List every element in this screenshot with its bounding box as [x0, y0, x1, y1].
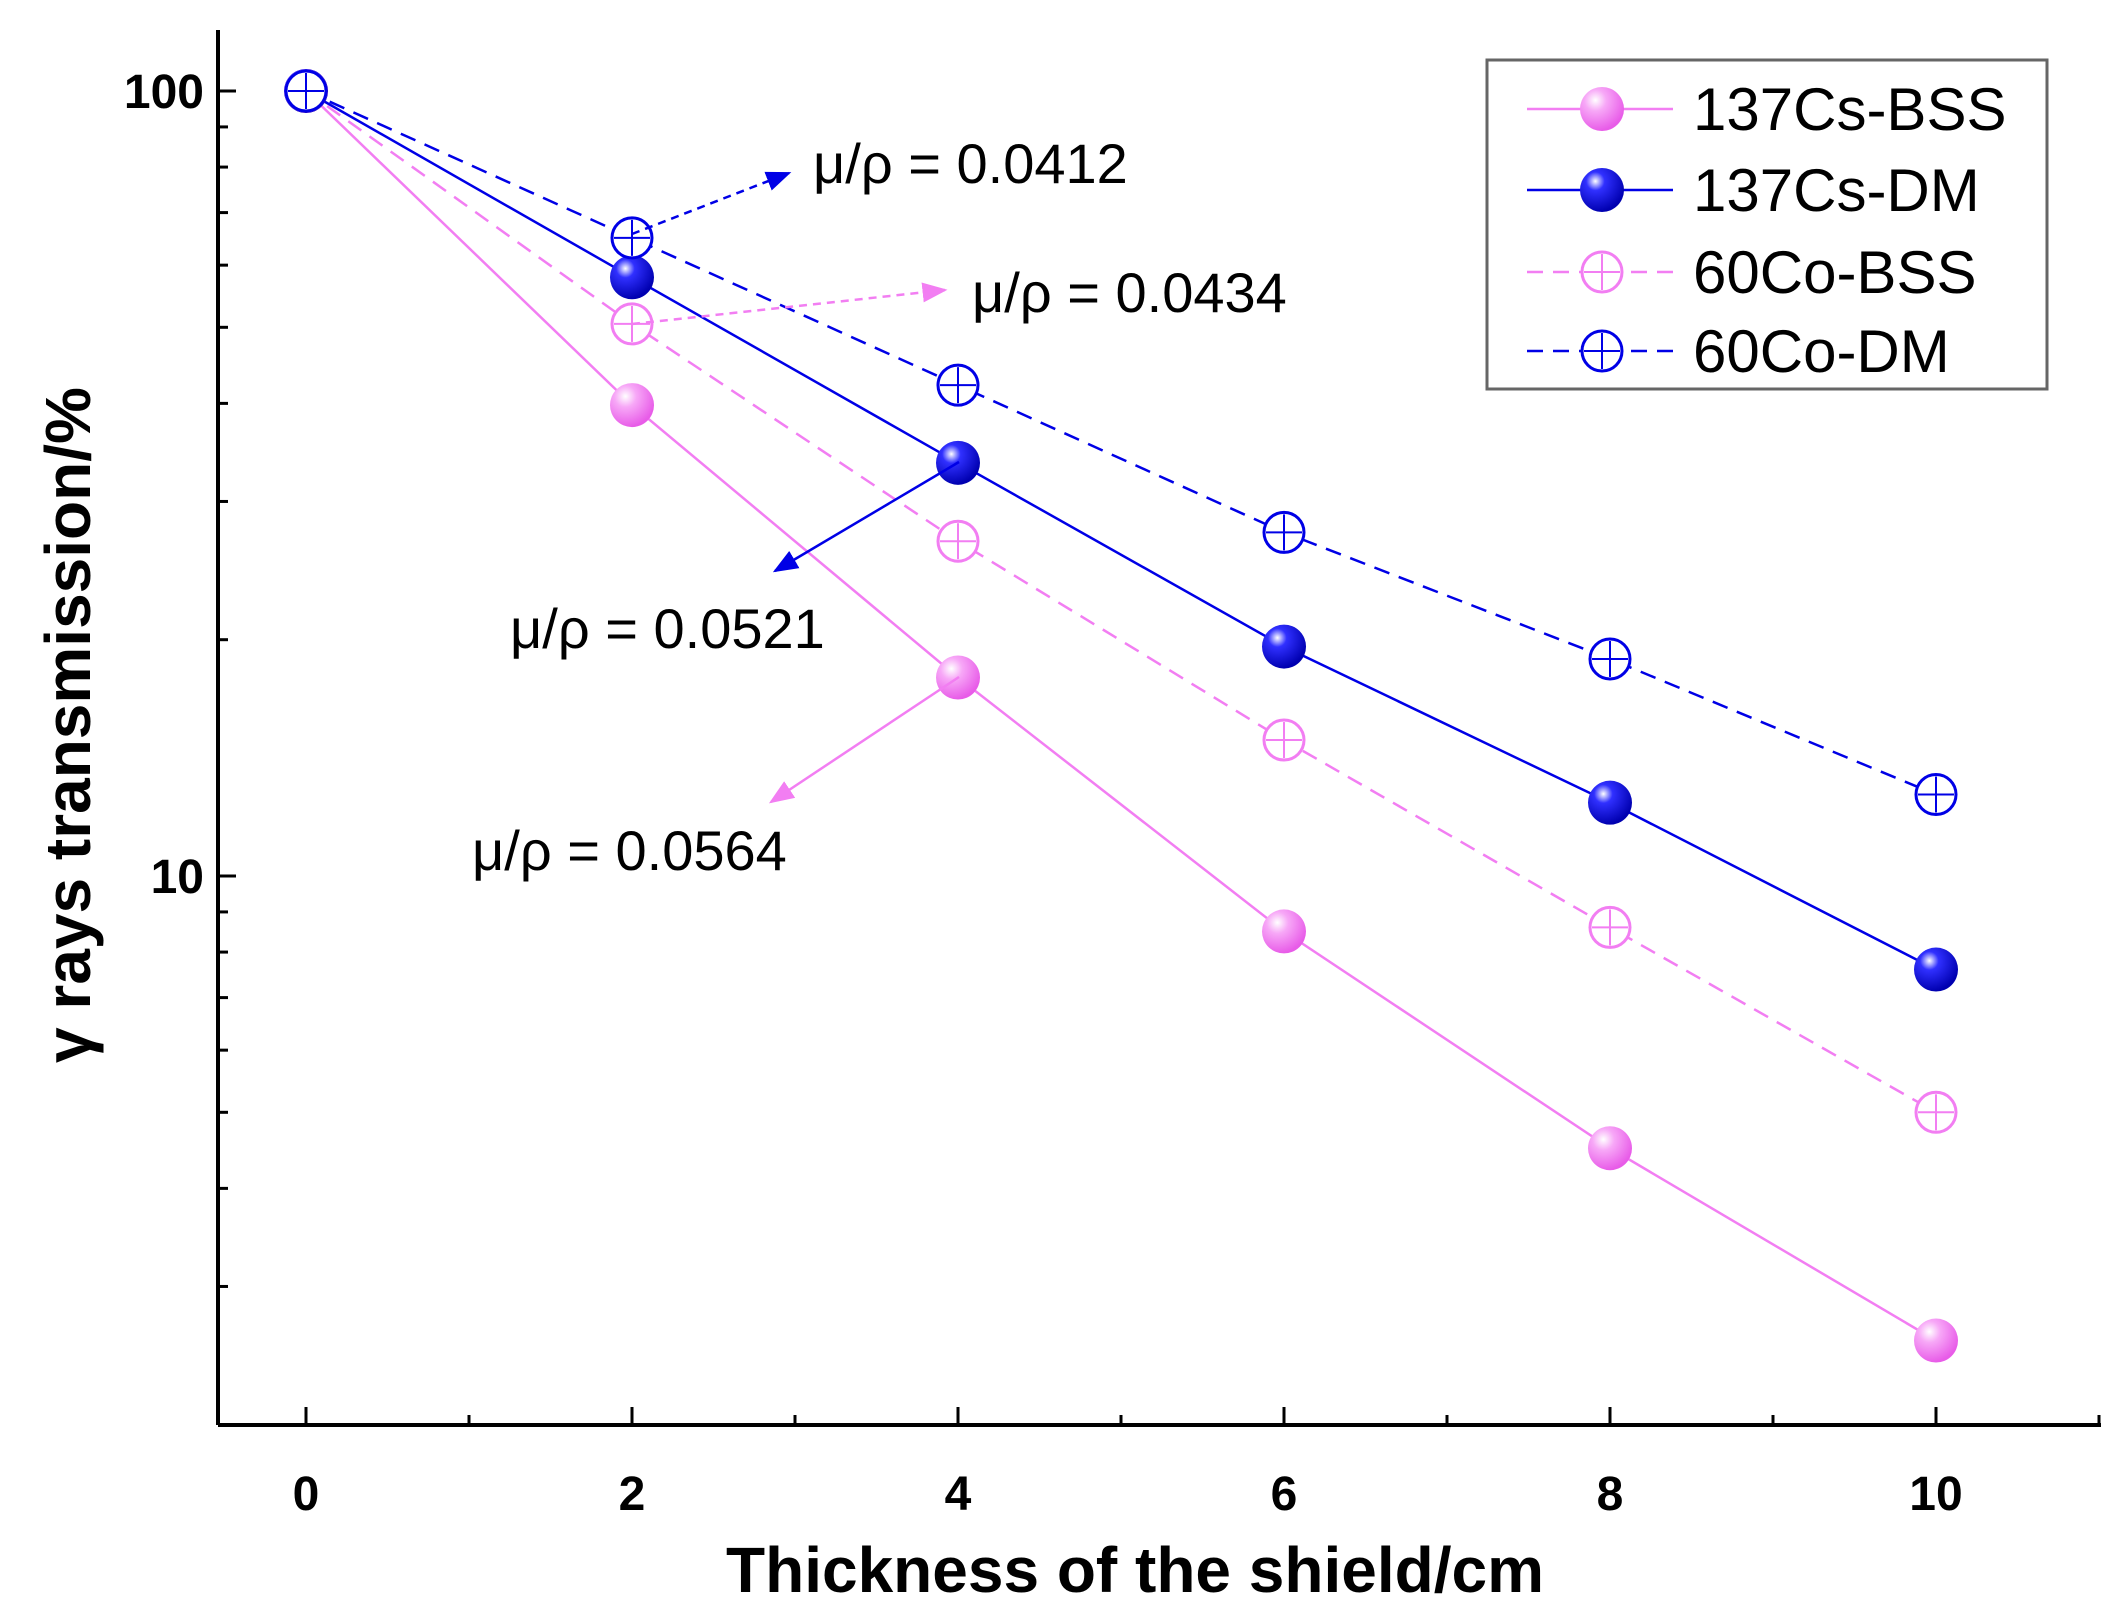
marker-fill [610, 255, 654, 300]
data-point-137Cs-DM [1588, 780, 1632, 825]
legend-marker [1580, 168, 1624, 212]
legend-marker [1580, 250, 1624, 294]
data-point-137Cs-BSS [1262, 909, 1306, 954]
annotation-label: μ/ρ = 0.0434 [972, 261, 1287, 324]
data-point-137Cs-DM [610, 255, 654, 300]
y-tick-label: 10 [151, 851, 204, 904]
data-point-137Cs-BSS [610, 383, 654, 428]
series-line-60Co-BSS [305, 89, 1937, 1114]
data-point-60Co-DM [1914, 773, 1958, 817]
data-point-60Co-BSS [1588, 905, 1632, 949]
annotation-arrow [631, 171, 792, 236]
data-point-60Co-DM [284, 69, 328, 113]
marker-fill [1914, 947, 1958, 992]
legend-label: 137Cs-BSS [1693, 76, 2006, 143]
data-point-137Cs-BSS [1914, 1318, 1958, 1363]
annotations: μ/ρ = 0.0412 μ/ρ = 0.0434 μ/ρ = 0.0521 μ/ρ … [472, 132, 1287, 882]
data-point-137Cs-DM [1914, 947, 1958, 992]
series-line-60Co-DM [305, 89, 1937, 796]
annotation-arrow [631, 282, 948, 326]
legend-label: 60Co-BSS [1693, 239, 1976, 306]
legend-label: 60Co-DM [1693, 318, 1950, 385]
annotation-label: μ/ρ = 0.0521 [510, 597, 825, 660]
marker-fill [1588, 1126, 1632, 1171]
x-tick-label: 10 [1909, 1468, 1962, 1521]
marker-fill [1914, 1318, 1958, 1363]
marker-fill [1588, 780, 1632, 825]
legend-label: 137Cs-DM [1693, 157, 1980, 224]
y-axis-title: γ rays transmission/% [32, 387, 104, 1063]
data-point-60Co-DM [610, 216, 654, 260]
annotation-label: μ/ρ = 0.0564 [472, 819, 787, 882]
series-group [284, 69, 1958, 1363]
marker-fill [1580, 87, 1624, 131]
x-axis-title: Thickness of the shield/cm [726, 1534, 1544, 1606]
x-tick-label: 0 [293, 1468, 320, 1521]
data-point-137Cs-BSS [1588, 1126, 1632, 1171]
data-point-60Co-DM [1588, 637, 1632, 681]
legend-marker [1580, 329, 1624, 373]
annotation-arrow [768, 675, 960, 804]
legend-marker [1580, 87, 1624, 131]
series-line-137Cs-BSS [305, 90, 1937, 1342]
legend-box [1485, 58, 2049, 391]
x-tick-label: 8 [1597, 1468, 1624, 1521]
marker-fill [610, 383, 654, 428]
x-tick-label: 6 [1271, 1468, 1298, 1521]
annotation-arrow [772, 460, 960, 573]
marker-fill [1580, 168, 1624, 212]
data-point-60Co-DM [1262, 510, 1306, 554]
data-point-60Co-BSS [936, 519, 980, 563]
legend: 137Cs-BSS 137Cs-DM 60Co-BSS 60Co-DM [1485, 58, 2049, 391]
data-point-60Co-BSS [1914, 1090, 1958, 1134]
x-tick-label: 2 [619, 1468, 646, 1521]
series-line-137Cs-DM [305, 89, 1937, 971]
marker-fill [1262, 909, 1306, 954]
annotation-label: μ/ρ = 0.0412 [813, 132, 1128, 195]
marker-fill [1262, 624, 1306, 669]
data-point-60Co-DM [936, 363, 980, 407]
x-tick-label: 4 [945, 1468, 972, 1521]
y-tick-label: 100 [124, 66, 204, 119]
data-point-60Co-BSS [1262, 718, 1306, 762]
axes: 0 2 4 6 8 10 10 100 [124, 30, 2101, 1521]
data-point-137Cs-DM [1262, 624, 1306, 669]
